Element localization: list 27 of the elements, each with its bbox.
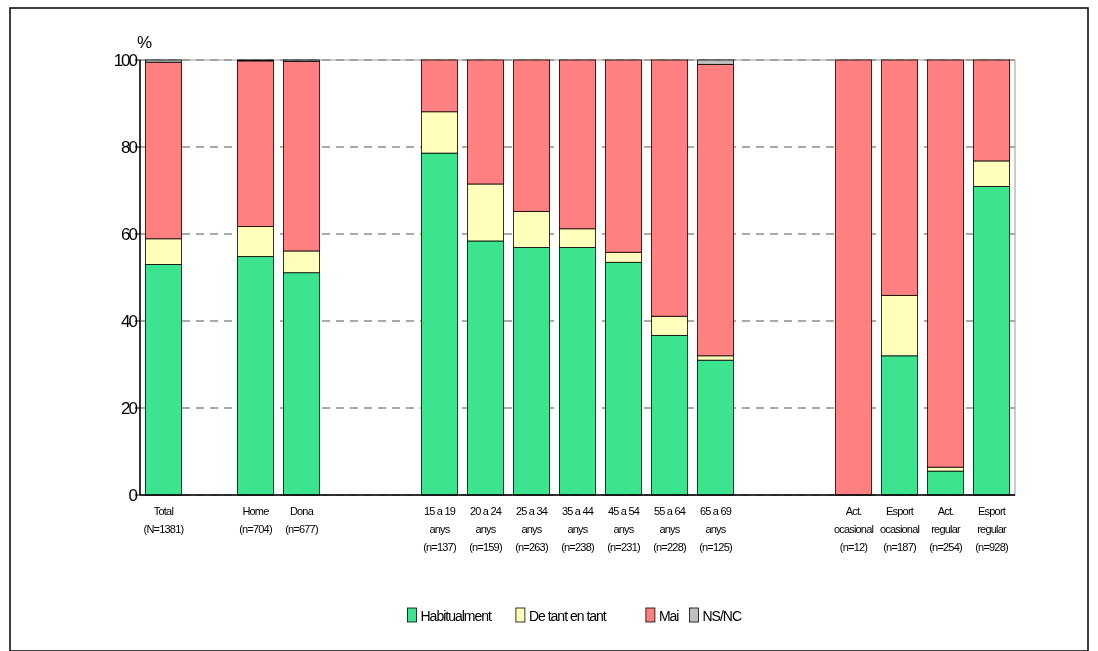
x-tick-label: Home (n=704)	[239, 505, 272, 535]
x-tick-label: Act. ocasional (n=12)	[833, 505, 874, 553]
y-tick-label: 80	[121, 137, 138, 157]
x-tick-label: Dona (n=677)	[285, 505, 318, 535]
x-tick-label: 65 a 69 anys (n=125)	[699, 505, 732, 553]
y-tick-label: 0	[128, 485, 138, 505]
legend-label: De tant en tant	[528, 608, 607, 624]
y-axis-title: %	[137, 33, 153, 52]
legend-label: NS/NC	[702, 608, 742, 624]
y-tick-label: 100	[113, 50, 138, 70]
x-tick-label: 25 a 34 anys (n=263)	[515, 505, 548, 553]
x-tick-label: Act. regular (n=254)	[929, 505, 962, 553]
x-tick-label: Total (N=1381)	[143, 505, 184, 535]
x-tick-label: 35 a 44 anys (n=238)	[561, 505, 594, 553]
legend-label: Mai	[658, 608, 680, 624]
bar	[697, 63, 734, 357]
y-tick-label: 60	[121, 224, 138, 244]
x-tick-label: 20 a 24 anys (n=159)	[469, 505, 502, 553]
x-tick-label: Esport ocasional (n=187)	[879, 505, 920, 553]
legend-label: Habitualment	[420, 608, 493, 624]
y-tick-label: 20	[121, 398, 138, 418]
y-tick-label: 40	[121, 311, 138, 331]
bar	[927, 59, 964, 468]
x-tick-label: 15 a 19 anys (n=137)	[423, 505, 456, 553]
x-tick-label: Esport regular (n=928)	[975, 505, 1008, 553]
x-tick-label: 55 a 64 anys (n=228)	[653, 505, 686, 553]
x-tick-label: 45 a 54 anys (n=231)	[607, 505, 640, 553]
